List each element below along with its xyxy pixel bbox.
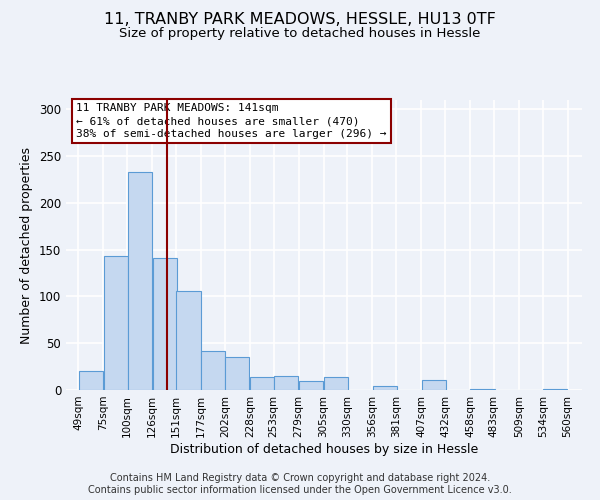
Text: Contains HM Land Registry data © Crown copyright and database right 2024.
Contai: Contains HM Land Registry data © Crown c… xyxy=(88,474,512,495)
Bar xyxy=(152,258,176,390)
Text: 11 TRANBY PARK MEADOWS: 141sqm
← 61% of detached houses are smaller (470)
38% of: 11 TRANBY PARK MEADOWS: 141sqm ← 61% of … xyxy=(76,103,387,140)
Bar xyxy=(422,380,446,390)
Text: 11, TRANBY PARK MEADOWS, HESSLE, HU13 0TF: 11, TRANBY PARK MEADOWS, HESSLE, HU13 0T… xyxy=(104,12,496,28)
Bar xyxy=(324,377,348,390)
Bar xyxy=(104,256,128,390)
Bar xyxy=(250,377,274,390)
Bar xyxy=(470,389,494,390)
Bar xyxy=(176,291,200,390)
Y-axis label: Number of detached properties: Number of detached properties xyxy=(20,146,34,344)
Text: Size of property relative to detached houses in Hessle: Size of property relative to detached ho… xyxy=(119,28,481,40)
Bar xyxy=(543,389,567,390)
Bar xyxy=(128,172,152,390)
Bar xyxy=(373,386,397,390)
Bar xyxy=(202,350,226,390)
Bar xyxy=(299,380,323,390)
X-axis label: Distribution of detached houses by size in Hessle: Distribution of detached houses by size … xyxy=(170,442,478,456)
Bar xyxy=(225,358,250,390)
Bar xyxy=(274,376,298,390)
Bar xyxy=(79,372,103,390)
